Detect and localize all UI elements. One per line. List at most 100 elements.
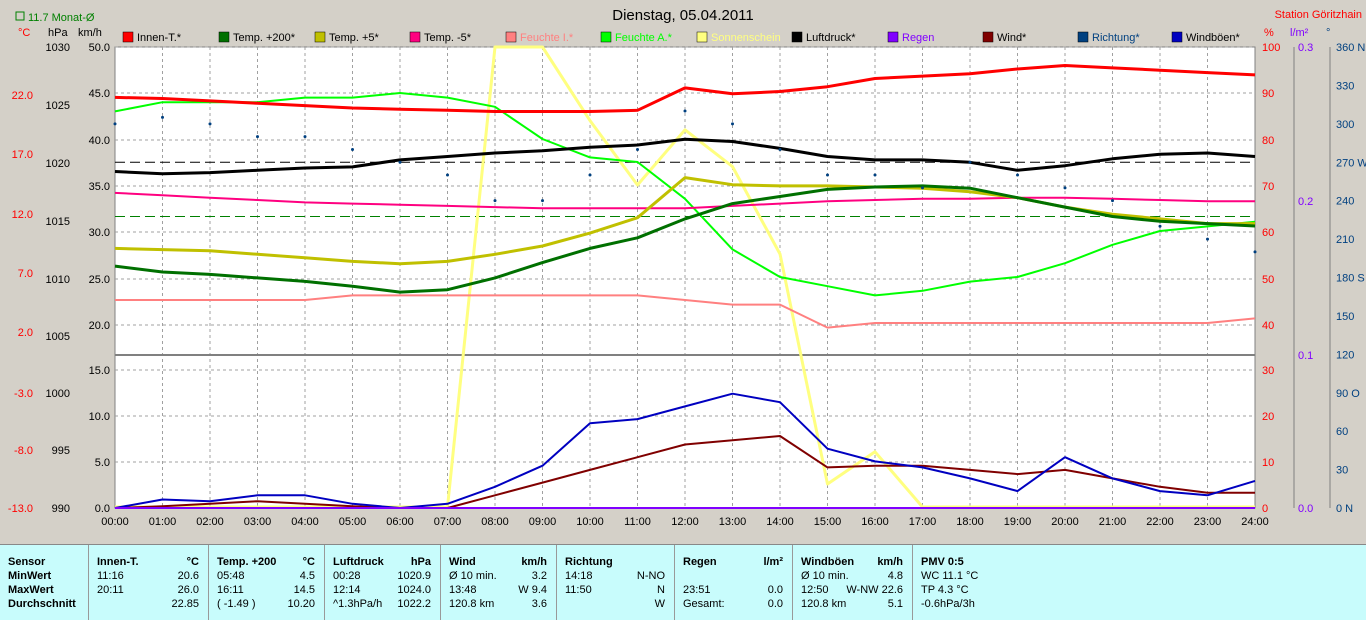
unit-press: hPa <box>48 27 68 39</box>
richtung-point <box>1253 250 1257 254</box>
unit-hum: % <box>1264 27 1274 39</box>
stats-cell-label: 16:11 <box>217 584 244 596</box>
stats-cell-label: 12:50 <box>801 584 829 596</box>
richtung-point <box>1063 186 1067 190</box>
tick-x: 00:00 <box>101 516 129 528</box>
tick-hpa: 990 <box>52 503 70 515</box>
tick-x: 20:00 <box>1051 516 1079 528</box>
richtung-point <box>778 147 782 151</box>
stats-cell-label: Windböen <box>801 556 855 568</box>
stats-cell-value: 4.5 <box>299 570 315 582</box>
chart-title: Dienstag, 05.04.2011 <box>612 7 754 24</box>
richtung-point <box>968 160 972 164</box>
legend-swatch-windboen <box>1171 31 1183 43</box>
tick-hum-lower: 0 <box>1262 503 1268 515</box>
stats-row: Ø 10 min. 4.8 <box>793 569 913 583</box>
richtung-point <box>1158 224 1162 228</box>
legend-label-temp200: Temp. +200* <box>233 32 296 44</box>
tick-hum-upper: 40 <box>1262 320 1274 332</box>
station-name: Station Göritzhain <box>1275 9 1362 21</box>
stats-cell-label: 120.8 km <box>801 598 847 610</box>
stats-row: 00:28 1020.9 <box>325 569 441 583</box>
stats-cell-value: 22.85 <box>171 598 199 610</box>
richtung-point <box>921 186 924 190</box>
stats-row: 05:48 4.5 <box>209 569 325 583</box>
legend-label-feuchteI: Feuchte I.* <box>520 32 574 44</box>
stats-cell-value: °C <box>186 556 199 568</box>
tick-hpa: 1000 <box>46 388 70 400</box>
tick-kmh-lower: 10.0 <box>89 411 110 423</box>
stats-cell-label: 13:48 <box>449 584 477 596</box>
tick-x: 02:00 <box>196 516 224 528</box>
tick-dir: 270 W <box>1336 157 1366 169</box>
tick-kmh-upper: 25.0 <box>89 274 110 286</box>
tick-x: 15:00 <box>814 516 842 528</box>
series-layer <box>113 45 1257 509</box>
stats-cell-label: ( -1.49 ) <box>217 598 256 610</box>
richtung-point <box>161 115 164 119</box>
stats-row: 11:50 N <box>557 583 675 597</box>
stats-cell-value: N-NO <box>636 570 665 582</box>
grid <box>115 46 1255 508</box>
stats-cell-label: WC 11.1 °C <box>921 570 979 582</box>
richtung-point <box>731 122 734 126</box>
stats-cell-value: hPa <box>410 556 431 568</box>
tick-kmh-upper: 50.0 <box>89 42 110 54</box>
stats-row: ( -1.49 ) 10.20 <box>209 597 325 611</box>
richtung-point <box>1016 173 1019 177</box>
tick-x: 04:00 <box>291 516 319 528</box>
tick-kmh-upper: 35.0 <box>89 181 110 193</box>
stats-row: 23:51 0.0 <box>675 583 793 597</box>
tick-x: 22:00 <box>1146 516 1174 528</box>
tick-dir: 330 <box>1336 80 1354 92</box>
stats-row: ^1.3hPa/h 1022.2 <box>325 597 441 611</box>
tick-dir: 30 <box>1336 465 1348 477</box>
stats-col-7: Windböen km/h Ø 10 min. 4.8 12:50 W-NW 22.6 12… <box>792 545 913 620</box>
legend-swatch-temp200 <box>218 31 230 43</box>
richtung-point <box>493 199 497 203</box>
stats-row: Richtung <box>557 555 675 569</box>
stats-col-4: Wind km/h Ø 10 min. 3.2 13:48 W 9.4 120.8 km 3.… <box>440 545 557 620</box>
tick-hum-upper: 80 <box>1262 135 1274 147</box>
stats-row: WC 11.1 °C <box>913 569 1033 583</box>
richtung-point <box>541 199 544 203</box>
stats-col-6: Regen l/m² 23:51 0.0 Gesamt: 0.0 <box>674 545 793 620</box>
series-tempm5 <box>114 191 1255 210</box>
tick-x: 11:00 <box>624 516 651 528</box>
tick-dir: 210 <box>1336 234 1354 246</box>
stats-cell-label: TP 4.3 °C <box>921 584 969 596</box>
unit-rain: l/m² <box>1290 27 1309 39</box>
stats-cell-label: Temp. +200 <box>217 556 277 568</box>
stats-row: PMV 0:5 <box>913 555 1033 569</box>
stats-row: 14:18 N-NO <box>557 569 675 583</box>
stats-row: 20:11 26.0 <box>89 583 209 597</box>
legend-swatch-temp5 <box>314 31 326 43</box>
stats-row: MinWert <box>0 569 88 583</box>
stats-row: 120.8 km 5.1 <box>793 597 913 611</box>
tick-x: 14:00 <box>766 516 794 528</box>
tick-kmh-lower: 15.0 <box>89 365 110 377</box>
tick-x: 19:00 <box>1004 516 1032 528</box>
stats-row: Ø 10 min. 3.2 <box>441 569 557 583</box>
stats-cell-label: 14:18 <box>565 570 593 582</box>
stats-cell-label: Innen-T. <box>97 556 139 568</box>
stats-row: -0.6hPa/3h <box>913 597 1033 611</box>
legend-label-sonne: Sonnenschein <box>711 32 781 44</box>
tick-x: 05:00 <box>339 516 367 528</box>
stats-row: MaxWert <box>0 583 88 597</box>
stats-col-2: Temp. +200 °C 05:48 4.5 16:11 14.5 ( -1.49 ) 10… <box>208 545 325 620</box>
richtung-point <box>683 109 687 113</box>
series-wind <box>114 435 1255 509</box>
legend-label-regen: Regen <box>902 32 934 44</box>
stats-row: 16:11 14.5 <box>209 583 325 597</box>
stats-cell-value: N <box>657 584 665 596</box>
stats-cell-label: Gesamt: <box>683 598 725 610</box>
tick-x: 10:00 <box>576 516 604 528</box>
tick-x: 16:00 <box>861 516 889 528</box>
stats-cell-value: 0.0 <box>767 598 783 610</box>
stats-cell-value: 1022.2 <box>397 598 431 610</box>
tick-dir: 360 N <box>1336 42 1365 54</box>
tick-x: 24:00 <box>1241 516 1269 528</box>
tick-dir: 300 <box>1336 119 1354 131</box>
stats-cell-value: 0.0 <box>767 584 783 596</box>
